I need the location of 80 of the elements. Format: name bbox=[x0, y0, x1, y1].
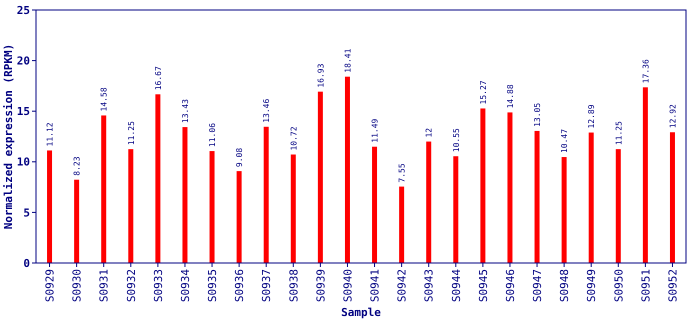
data-label: 13.46 bbox=[262, 98, 272, 123]
bar bbox=[182, 127, 188, 263]
x-tick-label: S0951 bbox=[639, 269, 652, 302]
bar bbox=[642, 87, 648, 263]
x-tick-label: S0930 bbox=[70, 269, 84, 302]
y-tick-label: 25 bbox=[16, 4, 30, 17]
bar bbox=[588, 132, 594, 263]
x-tick-label: S0950 bbox=[612, 269, 626, 302]
bar bbox=[372, 146, 378, 263]
x-tick-label: S0948 bbox=[558, 269, 572, 302]
bar bbox=[290, 154, 296, 263]
data-label: 11.49 bbox=[370, 118, 380, 143]
x-tick-label: S0931 bbox=[98, 269, 111, 302]
bar bbox=[344, 76, 350, 263]
x-tick-label: S0947 bbox=[531, 269, 544, 302]
x-tick-label: S0944 bbox=[450, 268, 463, 302]
data-label: 10.55 bbox=[452, 128, 461, 152]
data-label: 10.47 bbox=[560, 128, 570, 154]
data-label: 7.55 bbox=[398, 163, 407, 183]
data-label: 10.72 bbox=[289, 126, 298, 151]
y-axis-title: Normalized expression (RPKM) bbox=[2, 44, 15, 230]
bar bbox=[453, 156, 458, 263]
y-tick-label: 15 bbox=[16, 105, 30, 118]
x-tick-label: S0936 bbox=[233, 269, 246, 302]
x-tick-label: S0943 bbox=[422, 269, 436, 302]
data-label: 14.58 bbox=[100, 87, 109, 112]
x-tick-label: S0939 bbox=[314, 269, 328, 302]
data-label: 12.92 bbox=[668, 104, 678, 128]
bar bbox=[264, 126, 269, 263]
x-tick-label: S0938 bbox=[287, 269, 300, 302]
x-tick-label: S0949 bbox=[585, 269, 598, 302]
x-tick-label: S0945 bbox=[476, 269, 490, 302]
data-label: 17.36 bbox=[641, 59, 650, 84]
x-tick-label: S0941 bbox=[368, 269, 382, 302]
y-tick-label: 10 bbox=[16, 156, 30, 169]
data-label: 12 bbox=[424, 128, 434, 138]
bar bbox=[534, 130, 540, 263]
x-tick-label: S0940 bbox=[341, 269, 354, 302]
bar bbox=[480, 108, 486, 263]
bar bbox=[74, 180, 80, 263]
data-label: 11.25 bbox=[126, 120, 136, 146]
x-tick-label: S0934 bbox=[178, 268, 192, 302]
x-tick-label: S0935 bbox=[206, 269, 220, 302]
x-tick-label: S0929 bbox=[44, 269, 57, 302]
data-label: 11.12 bbox=[46, 122, 55, 146]
y-tick-label: 0 bbox=[23, 256, 30, 270]
x-tick-label: S0946 bbox=[504, 269, 517, 302]
bar bbox=[236, 171, 242, 263]
x-tick-label: S0933 bbox=[152, 269, 165, 302]
x-axis-title: Sample bbox=[341, 306, 382, 319]
data-label: 13.05 bbox=[533, 102, 542, 127]
bar bbox=[155, 94, 160, 263]
x-tick-label: S0932 bbox=[124, 269, 138, 302]
data-label: 9.08 bbox=[235, 148, 244, 168]
data-label: 11.25 bbox=[614, 120, 624, 146]
bar bbox=[101, 115, 106, 263]
bar bbox=[47, 150, 52, 263]
bar bbox=[426, 142, 432, 263]
bar bbox=[318, 92, 323, 263]
x-tick-label: S0952 bbox=[666, 269, 680, 302]
bar bbox=[507, 112, 512, 263]
data-label: 14.88 bbox=[506, 84, 515, 108]
bar bbox=[562, 157, 567, 263]
data-label: 12.89 bbox=[587, 104, 596, 129]
y-tick-label: 20 bbox=[16, 54, 30, 68]
data-label: 15.27 bbox=[478, 80, 488, 104]
x-tick-label: S0937 bbox=[260, 269, 274, 302]
bar bbox=[210, 151, 215, 263]
data-label: 13.43 bbox=[180, 98, 190, 124]
data-label: 11.06 bbox=[208, 122, 218, 148]
bar bbox=[670, 132, 675, 263]
data-label: 16.93 bbox=[316, 63, 326, 88]
data-label: 16.67 bbox=[154, 66, 163, 90]
x-tick-label: S0942 bbox=[396, 269, 409, 302]
y-tick-label: 5 bbox=[23, 206, 30, 220]
data-label: 8.23 bbox=[72, 156, 82, 176]
bar bbox=[399, 186, 404, 263]
data-label: 18.41 bbox=[343, 48, 352, 73]
bar bbox=[616, 149, 621, 263]
bar bbox=[128, 149, 134, 263]
